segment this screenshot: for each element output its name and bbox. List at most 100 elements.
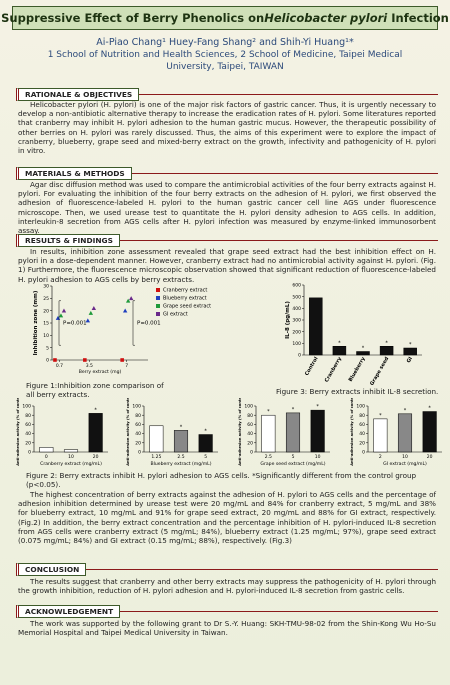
significance-mark: * [338, 340, 341, 346]
significance-mark: * [404, 408, 407, 414]
title-box: Suppressive Effect of Berry Phenolics on… [1, 6, 449, 30]
legend-label: Cranberry extract [163, 288, 207, 294]
x-axis-label: Berry extract (mg) [79, 369, 122, 375]
y-tick-label: 25 [43, 296, 49, 302]
x-tick-label: 10 [68, 454, 74, 460]
x-tick-label: 5 [292, 454, 295, 460]
point [58, 313, 64, 318]
y-tick-label: 60 [25, 422, 31, 428]
y-axis-label: Anti-adhesion activity (% of control) [238, 398, 242, 466]
x-axis-label: Cranberry extract (mg/mL) [40, 461, 102, 467]
title: Helicobacter pylori [264, 11, 388, 25]
significance-mark: * [204, 429, 207, 435]
y-tick-label: 100 [292, 341, 301, 347]
x-tick-label: 20 [93, 454, 99, 460]
y-tick-label: 40 [25, 431, 31, 437]
authors: Ai-Piao Chang¹ Huey-Fang Shang² and Shih… [96, 37, 354, 48]
y-axis-label: Anti-adhesion activity (% of control) [16, 398, 20, 466]
bar [309, 297, 323, 356]
x-tick-label: 10 [402, 454, 408, 460]
significance-mark: * [409, 342, 412, 348]
significance-mark: * [385, 340, 388, 346]
x-tick-label: 20 [427, 454, 433, 460]
y-axis-label: IL-8 (pg/mL) [285, 301, 291, 339]
x-axis-label: GI extract (mg/mL) [383, 461, 427, 467]
y-tick-label: 20 [359, 440, 365, 446]
y-tick-label: 20 [43, 308, 49, 314]
section-heading: CONCLUSION [16, 563, 438, 576]
x-tick-label: Control [304, 356, 320, 377]
bar [149, 425, 164, 453]
y-tick-label: 30 [43, 284, 49, 290]
y-tick-label: 0 [250, 450, 253, 456]
point [125, 298, 131, 303]
x-tick-label: Cranberry [324, 355, 344, 383]
y-tick-label: 0 [46, 358, 49, 364]
x-axis-label: Grape seed extract (mg/mL) [260, 461, 325, 467]
y-tick-label: 600 [292, 283, 301, 289]
bar [173, 430, 189, 453]
y-tick-label: 80 [359, 413, 365, 419]
y-tick-label: 10 [43, 333, 49, 339]
significance-mark: * [180, 424, 183, 430]
heading-text: ACKNOWLEDGEMENT [16, 605, 121, 618]
x-tick-label: 0.7 [56, 363, 63, 369]
affiliation: 1 School of Nutrition and Health Science… [47, 50, 403, 72]
y-tick-label: 0 [362, 450, 365, 456]
y-tick-label: 60 [135, 422, 141, 428]
x-tick-label: Grape seed [369, 356, 390, 385]
significance-mark: * [94, 407, 97, 413]
significance-mark: * [362, 346, 365, 352]
y-axis-label: Inhibition zone (mm) [33, 290, 39, 355]
significance-mark: * [316, 404, 319, 410]
point [85, 318, 91, 323]
x-tick-label: 7 [125, 363, 128, 369]
x-tick-label: 0 [45, 454, 48, 460]
point [91, 306, 97, 310]
point [88, 310, 94, 315]
legend-label: Grape seed extract [163, 304, 211, 310]
x-tick-label: 2.5 [177, 454, 184, 460]
point [53, 358, 57, 362]
bar [39, 447, 54, 453]
y-tick-label: 0 [28, 450, 31, 456]
legend-swatch [156, 296, 160, 300]
y-tick-label: 40 [359, 431, 365, 437]
y-tick-label: 400 [292, 306, 301, 312]
caption: Figure 3: Berry extracts inhibit IL-8 se… [276, 387, 439, 396]
significance-mark: * [267, 409, 270, 415]
section-heading: RATIONALE & OBJECTIVES [16, 88, 438, 101]
bar [310, 409, 325, 453]
heading-text: MATERIALS & METHODS [16, 167, 132, 180]
paragraph: The highest concentration of berry extra… [18, 490, 436, 546]
significance-mark: * [292, 407, 295, 413]
bar [422, 411, 437, 453]
y-tick-label: 100 [244, 404, 253, 410]
bar [63, 449, 79, 453]
y-axis-label: Anti-adhesion activity (% of control) [126, 398, 130, 466]
point [61, 308, 67, 313]
annotation: P=0.001 [137, 321, 161, 327]
x-axis-label: Blueberry extract (mg/mL) [150, 461, 211, 467]
legend-swatch [156, 288, 160, 292]
x-tick-label: GI [406, 356, 414, 364]
section-heading: RESULTS & FINDINGS [16, 234, 438, 247]
y-tick-label: 80 [247, 413, 253, 419]
figure-1: 0 5 10 15 20 25 30 Inhibition zone (mm) Berry ex… [33, 284, 211, 375]
annotation: P=0.001 [63, 321, 87, 327]
title: Infection [387, 11, 449, 25]
x-tick-label: 1.25 [151, 454, 161, 460]
legend-label: Blueberry extract [163, 296, 207, 302]
point [83, 358, 87, 362]
y-tick-label: 500 [292, 294, 301, 300]
bar [88, 413, 103, 453]
paragraph: Agar disc diffusion method was used to c… [18, 180, 436, 236]
y-tick-label: 0 [138, 450, 141, 456]
heading-text: CONCLUSION [16, 563, 87, 576]
bracket [132, 300, 135, 346]
y-tick-label: 300 [292, 318, 301, 324]
